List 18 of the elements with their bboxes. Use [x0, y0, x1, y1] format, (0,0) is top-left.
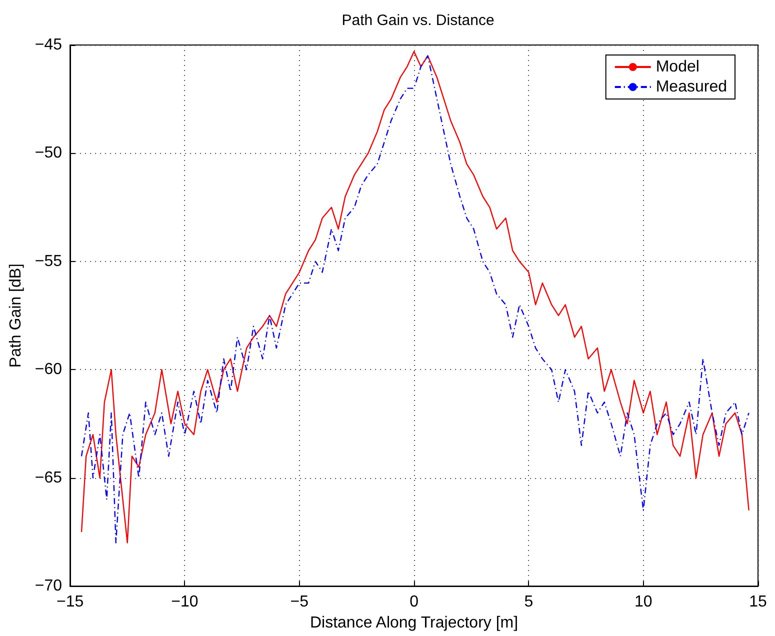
x-tick-label: −15	[56, 594, 84, 611]
chart-title: Path Gain vs. Distance	[342, 12, 494, 29]
x-tick-label: 0	[410, 594, 419, 611]
y-tick-label: −70	[34, 578, 62, 595]
y-tick-label: −60	[34, 361, 62, 378]
x-axis-title: Distance Along Trajectory [m]	[310, 614, 518, 632]
legend-label: Model	[656, 58, 700, 76]
legend-label: Measured	[656, 78, 728, 96]
y-tick-label: −45	[34, 36, 62, 54]
y-tick-label: −65	[34, 469, 62, 486]
x-tick-label: 5	[524, 594, 534, 611]
y-tick-label: −55	[34, 252, 62, 270]
x-tick-label: −10	[171, 594, 198, 611]
x-tick-label: 10	[634, 594, 652, 611]
x-tick-label: −5	[290, 594, 309, 611]
y-axis-title: Path Gain [dB]	[8, 264, 24, 368]
x-tick-label: 15	[749, 594, 767, 611]
y-tick-label: −50	[34, 144, 62, 162]
